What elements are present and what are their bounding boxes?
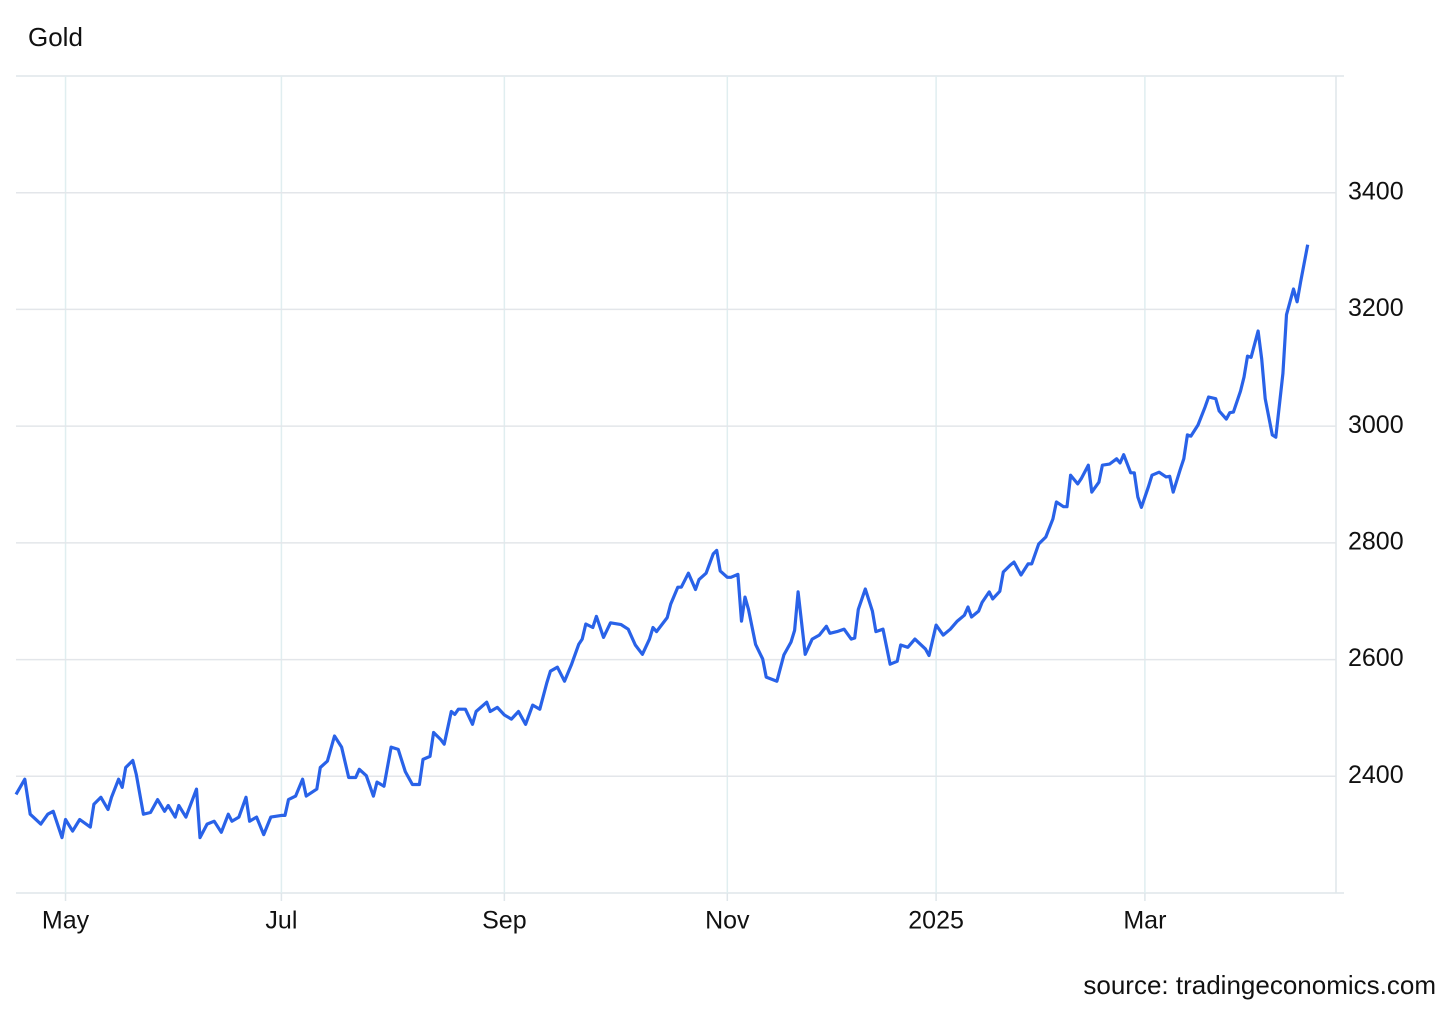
source-note: source: tradingeconomics.com <box>1083 970 1436 1000</box>
y-tick-label: 2800 <box>1348 527 1404 555</box>
x-tick-label: May <box>42 907 90 935</box>
x-tick-label: Mar <box>1123 907 1166 935</box>
y-tick-label: 2400 <box>1348 761 1404 789</box>
x-tick-label: 2025 <box>908 907 964 935</box>
y-tick-label: 3000 <box>1348 411 1404 439</box>
price-line <box>14 244 1310 840</box>
x-tick-label: Nov <box>705 907 750 935</box>
y-tick-label: 3400 <box>1348 177 1404 205</box>
y-tick-label: 3200 <box>1348 294 1404 322</box>
y-tick-label: 2600 <box>1348 644 1404 672</box>
chart-title: Gold <box>28 22 83 52</box>
x-tick-label: Sep <box>482 907 526 935</box>
x-tick-label: Jul <box>265 907 297 935</box>
